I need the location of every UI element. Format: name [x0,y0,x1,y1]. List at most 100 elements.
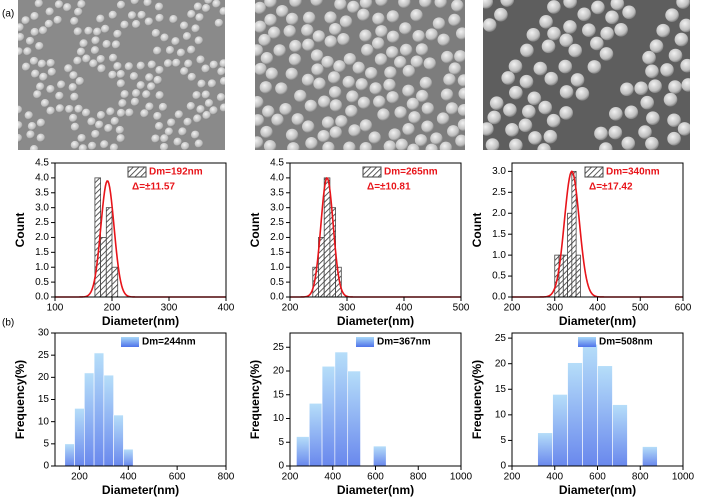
x-tick-label: 200 [104,303,121,314]
sphere [614,23,628,37]
sphere [87,117,96,126]
sphere [160,134,169,143]
sphere [455,134,465,148]
sphere [79,39,88,48]
sphere [35,41,44,51]
sphere [318,95,331,108]
sphere [432,17,446,30]
sphere [372,12,385,25]
annotation: Dm=340nm [606,167,660,178]
y-tick-label: 10 [38,416,50,427]
sphere [180,67,189,76]
sphere [408,111,421,124]
sphere [407,143,420,150]
sphere [255,114,265,127]
sphere [204,0,213,5]
sphere [541,39,556,54]
bar [93,352,105,467]
sphere [30,12,39,21]
sphere [674,32,689,47]
x-tick-label: 200 [282,472,299,483]
sphere [528,131,542,145]
sphere [193,114,202,123]
x-tick-label: 400 [324,472,341,483]
sphere [448,13,461,27]
sphere [425,143,438,150]
sphere [563,0,577,9]
sphere [537,143,551,150]
sphere [260,125,273,139]
sphere [347,0,360,14]
sphere [384,66,397,79]
sphere [104,124,113,133]
x-tick-label: 800 [410,472,427,483]
sphere [620,82,634,97]
sphere [264,0,277,8]
bar [334,351,349,467]
sphere [608,125,623,140]
sphere [439,141,453,150]
y-tick-label: 2.0 [35,232,49,243]
sphere [519,74,534,89]
sphere [680,58,690,73]
sphere [209,60,219,69]
y-tick-label: 0.5 [270,277,284,288]
sphere [570,73,585,87]
sphere [328,86,342,99]
y-axis-label: Count [13,213,27,248]
y-axis-label: Count [470,213,484,248]
sphere [219,59,225,68]
sphere [271,113,284,127]
plot-frame [54,162,227,298]
y-tick-label: 1.0 [35,262,49,273]
sphere [406,97,420,111]
sphere [399,43,413,57]
sphere [386,91,399,104]
y-tick-label: 4.5 [270,158,284,169]
sphere [333,60,346,73]
sphere [538,100,553,115]
bar [582,343,598,467]
sphere [398,0,411,9]
sphere [681,78,690,92]
sphere [324,11,337,24]
sphere [522,104,536,119]
sphere [176,48,186,58]
sphere [421,102,435,115]
sphere [55,104,65,113]
annotation: Δ=±17.42 [589,182,633,193]
sphere [287,142,300,150]
sphere [191,24,200,33]
sphere [668,80,682,94]
y-tick-label: 3.5 [270,187,284,198]
sphere [667,113,681,128]
sphere [343,52,357,66]
sphere [668,48,683,63]
sphere [196,105,205,114]
sphere [609,106,623,121]
sphere [46,106,55,116]
sphere [415,43,429,56]
sphere [171,37,180,46]
sphere [23,47,32,56]
x-axis-label: Diameter(nm) [102,314,179,328]
sphere [533,61,548,76]
sphere [388,128,401,141]
sphere [359,29,372,42]
sphere [448,62,462,75]
sphere [18,23,24,32]
histogram-chart: 100 200 300 400 0.0 0.5 1.0 1.5 2.0 2.5 3.0 3.5 4.0 4… [13,158,235,329]
sphere [489,96,504,110]
sphere [143,0,152,7]
sphere [169,15,178,24]
sphere [70,140,80,150]
sphere [638,125,652,139]
sphere [70,122,80,132]
sphere [605,10,619,25]
sphere [386,46,399,59]
sphere [667,131,681,146]
bar [373,445,387,467]
bar [323,177,331,298]
sphere [18,47,23,56]
sphere [447,125,460,138]
